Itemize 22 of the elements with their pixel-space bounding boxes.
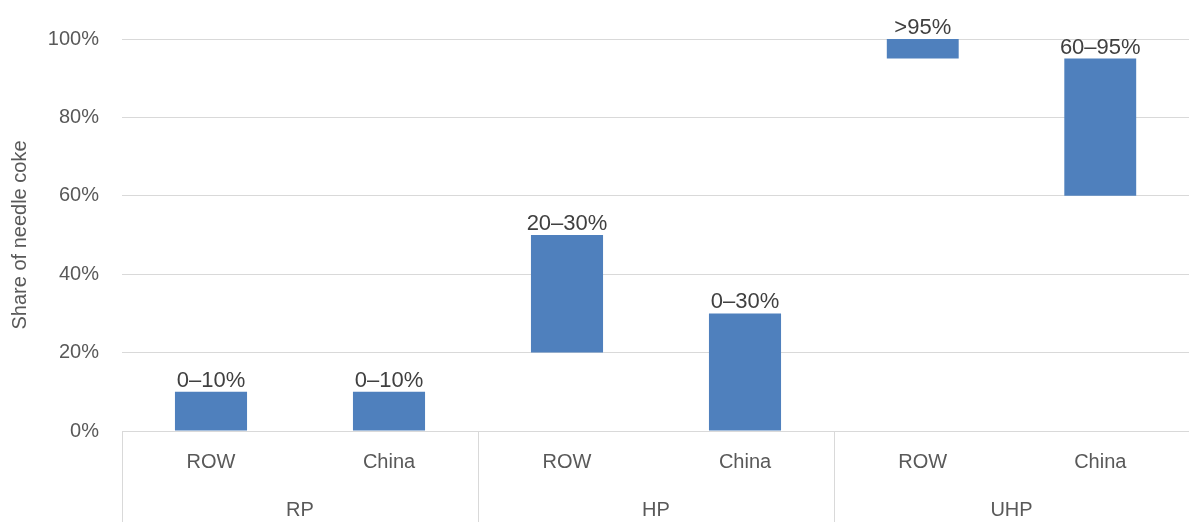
x-axis-title: HP (642, 497, 670, 520)
annotation: 0–10% (354, 366, 424, 392)
x-tick-label: China (718, 449, 772, 472)
x-tick-label: China (362, 449, 416, 472)
y-tick-label: 20% (58, 340, 100, 363)
x-tick-label: ROW (542, 449, 592, 472)
x-tick-label: ROW (186, 449, 236, 472)
annotation: 0–30% (710, 288, 780, 314)
y-tick-label: 100% (47, 26, 100, 49)
y-tick-label: 80% (58, 104, 100, 127)
y-tick-label: 0% (70, 418, 100, 441)
annotation: 0–10% (176, 366, 246, 392)
annotation: 60–95% (1059, 33, 1141, 59)
y-tick-label: 60% (58, 183, 100, 206)
x-tick-label: China (1074, 449, 1128, 472)
annotation: 20–30% (526, 210, 608, 235)
x-axis-title: UHP (990, 497, 1033, 520)
y-axis-title: Share of needle coke (7, 140, 30, 330)
x-tick-label: ROW (898, 449, 948, 472)
annotation: >95% (894, 14, 952, 39)
y-tick-label: 40% (58, 261, 100, 284)
x-axis-title: RP (286, 497, 314, 520)
